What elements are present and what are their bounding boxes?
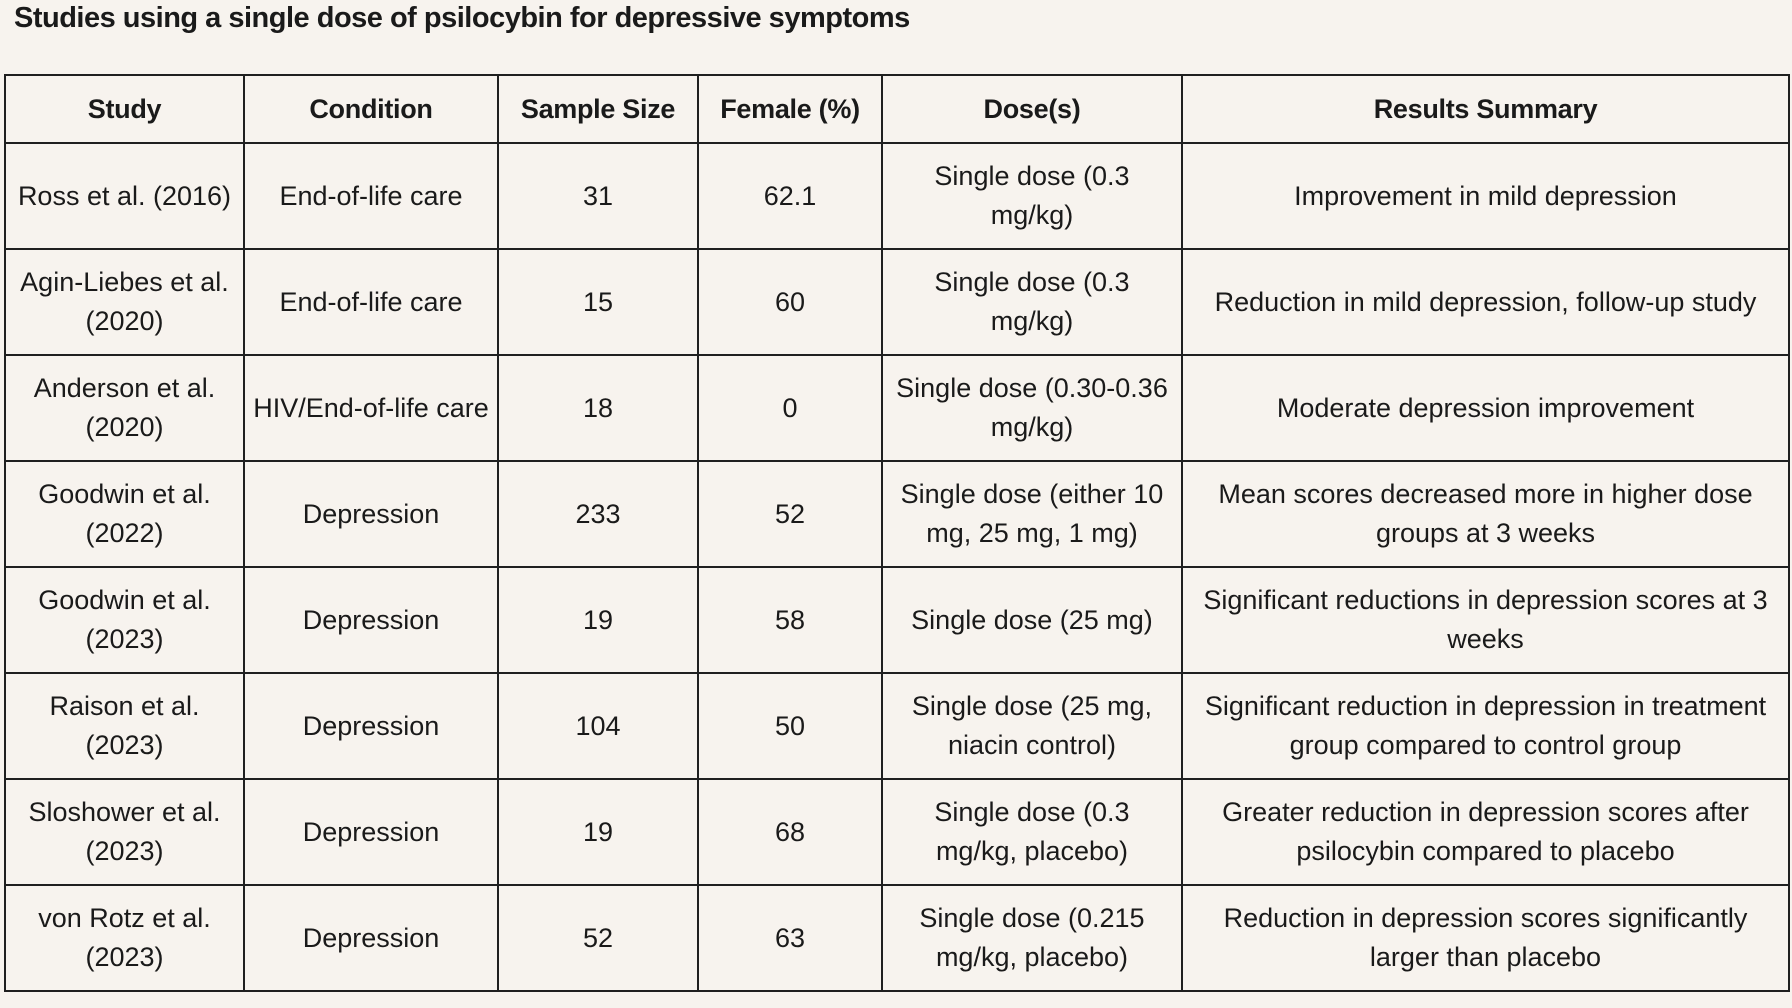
cell-results-summary: Improvement in mild depression bbox=[1181, 142, 1790, 250]
column-header-results-summary: Results Summary bbox=[1181, 74, 1790, 144]
cell-female-percent: 52 bbox=[697, 460, 883, 568]
table-row: Raison et al. (2023) Depression 104 50 S… bbox=[4, 672, 1790, 780]
cell-results-summary: Greater reduction in depression scores a… bbox=[1181, 778, 1790, 886]
cell-condition: Depression bbox=[243, 884, 499, 992]
header-row: Study Condition Sample Size Female (%) D… bbox=[4, 74, 1790, 144]
table-row: Sloshower et al. (2023) Depression 19 68… bbox=[4, 778, 1790, 886]
cell-female-percent: 68 bbox=[697, 778, 883, 886]
cell-female-percent: 62.1 bbox=[697, 142, 883, 250]
cell-results-summary: Reduction in depression scores significa… bbox=[1181, 884, 1790, 992]
cell-condition: End-of-life care bbox=[243, 248, 499, 356]
cell-sample-size: 104 bbox=[497, 672, 699, 780]
column-header-sample-size: Sample Size bbox=[497, 74, 699, 144]
cell-study: Ross et al. (2016) bbox=[4, 142, 245, 250]
cell-doses: Single dose (0.215 mg/kg, placebo) bbox=[881, 884, 1183, 992]
cell-study: von Rotz et al. (2023) bbox=[4, 884, 245, 992]
cell-results-summary: Significant reduction in depression in t… bbox=[1181, 672, 1790, 780]
cell-study: Anderson et al. (2020) bbox=[4, 354, 245, 462]
cell-sample-size: 19 bbox=[497, 778, 699, 886]
page-title: Studies using a single dose of psilocybi… bbox=[14, 2, 910, 34]
cell-sample-size: 15 bbox=[497, 248, 699, 356]
table-row: Anderson et al. (2020) HIV/End-of-life c… bbox=[4, 354, 1790, 462]
cell-doses: Single dose (0.3 mg/kg) bbox=[881, 142, 1183, 250]
column-header-doses: Dose(s) bbox=[881, 74, 1183, 144]
cell-sample-size: 233 bbox=[497, 460, 699, 568]
cell-sample-size: 18 bbox=[497, 354, 699, 462]
cell-doses: Single dose (0.30-0.36 mg/kg) bbox=[881, 354, 1183, 462]
cell-female-percent: 58 bbox=[697, 566, 883, 674]
cell-results-summary: Significant reductions in depression sco… bbox=[1181, 566, 1790, 674]
cell-condition: HIV/End-of-life care bbox=[243, 354, 499, 462]
cell-study: Goodwin et al. (2022) bbox=[4, 460, 245, 568]
cell-doses: Single dose (0.3 mg/kg) bbox=[881, 248, 1183, 356]
cell-sample-size: 19 bbox=[497, 566, 699, 674]
studies-table: Study Condition Sample Size Female (%) D… bbox=[4, 74, 1790, 992]
cell-condition: End-of-life care bbox=[243, 142, 499, 250]
cell-study: Sloshower et al. (2023) bbox=[4, 778, 245, 886]
table-row: Goodwin et al. (2023) Depression 19 58 S… bbox=[4, 566, 1790, 674]
cell-condition: Depression bbox=[243, 566, 499, 674]
cell-sample-size: 31 bbox=[497, 142, 699, 250]
cell-doses: Single dose (25 mg, niacin control) bbox=[881, 672, 1183, 780]
cell-study: Agin-Liebes et al. (2020) bbox=[4, 248, 245, 356]
cell-doses: Single dose (0.3 mg/kg, placebo) bbox=[881, 778, 1183, 886]
cell-study: Goodwin et al. (2023) bbox=[4, 566, 245, 674]
cell-female-percent: 0 bbox=[697, 354, 883, 462]
cell-study: Raison et al. (2023) bbox=[4, 672, 245, 780]
cell-doses: Single dose (either 10 mg, 25 mg, 1 mg) bbox=[881, 460, 1183, 568]
cell-condition: Depression bbox=[243, 778, 499, 886]
table-row: Agin-Liebes et al. (2020) End-of-life ca… bbox=[4, 248, 1790, 356]
column-header-condition: Condition bbox=[243, 74, 499, 144]
cell-results-summary: Mean scores decreased more in higher dos… bbox=[1181, 460, 1790, 568]
cell-female-percent: 60 bbox=[697, 248, 883, 356]
cell-female-percent: 63 bbox=[697, 884, 883, 992]
cell-results-summary: Moderate depression improvement bbox=[1181, 354, 1790, 462]
column-header-female-percent: Female (%) bbox=[697, 74, 883, 144]
table-row: Ross et al. (2016) End-of-life care 31 6… bbox=[4, 142, 1790, 250]
cell-doses: Single dose (25 mg) bbox=[881, 566, 1183, 674]
table-row: von Rotz et al. (2023) Depression 52 63 … bbox=[4, 884, 1790, 992]
cell-condition: Depression bbox=[243, 672, 499, 780]
cell-sample-size: 52 bbox=[497, 884, 699, 992]
cell-female-percent: 50 bbox=[697, 672, 883, 780]
table-row: Goodwin et al. (2022) Depression 233 52 … bbox=[4, 460, 1790, 568]
cell-condition: Depression bbox=[243, 460, 499, 568]
column-header-study: Study bbox=[4, 74, 245, 144]
cell-results-summary: Reduction in mild depression, follow-up … bbox=[1181, 248, 1790, 356]
